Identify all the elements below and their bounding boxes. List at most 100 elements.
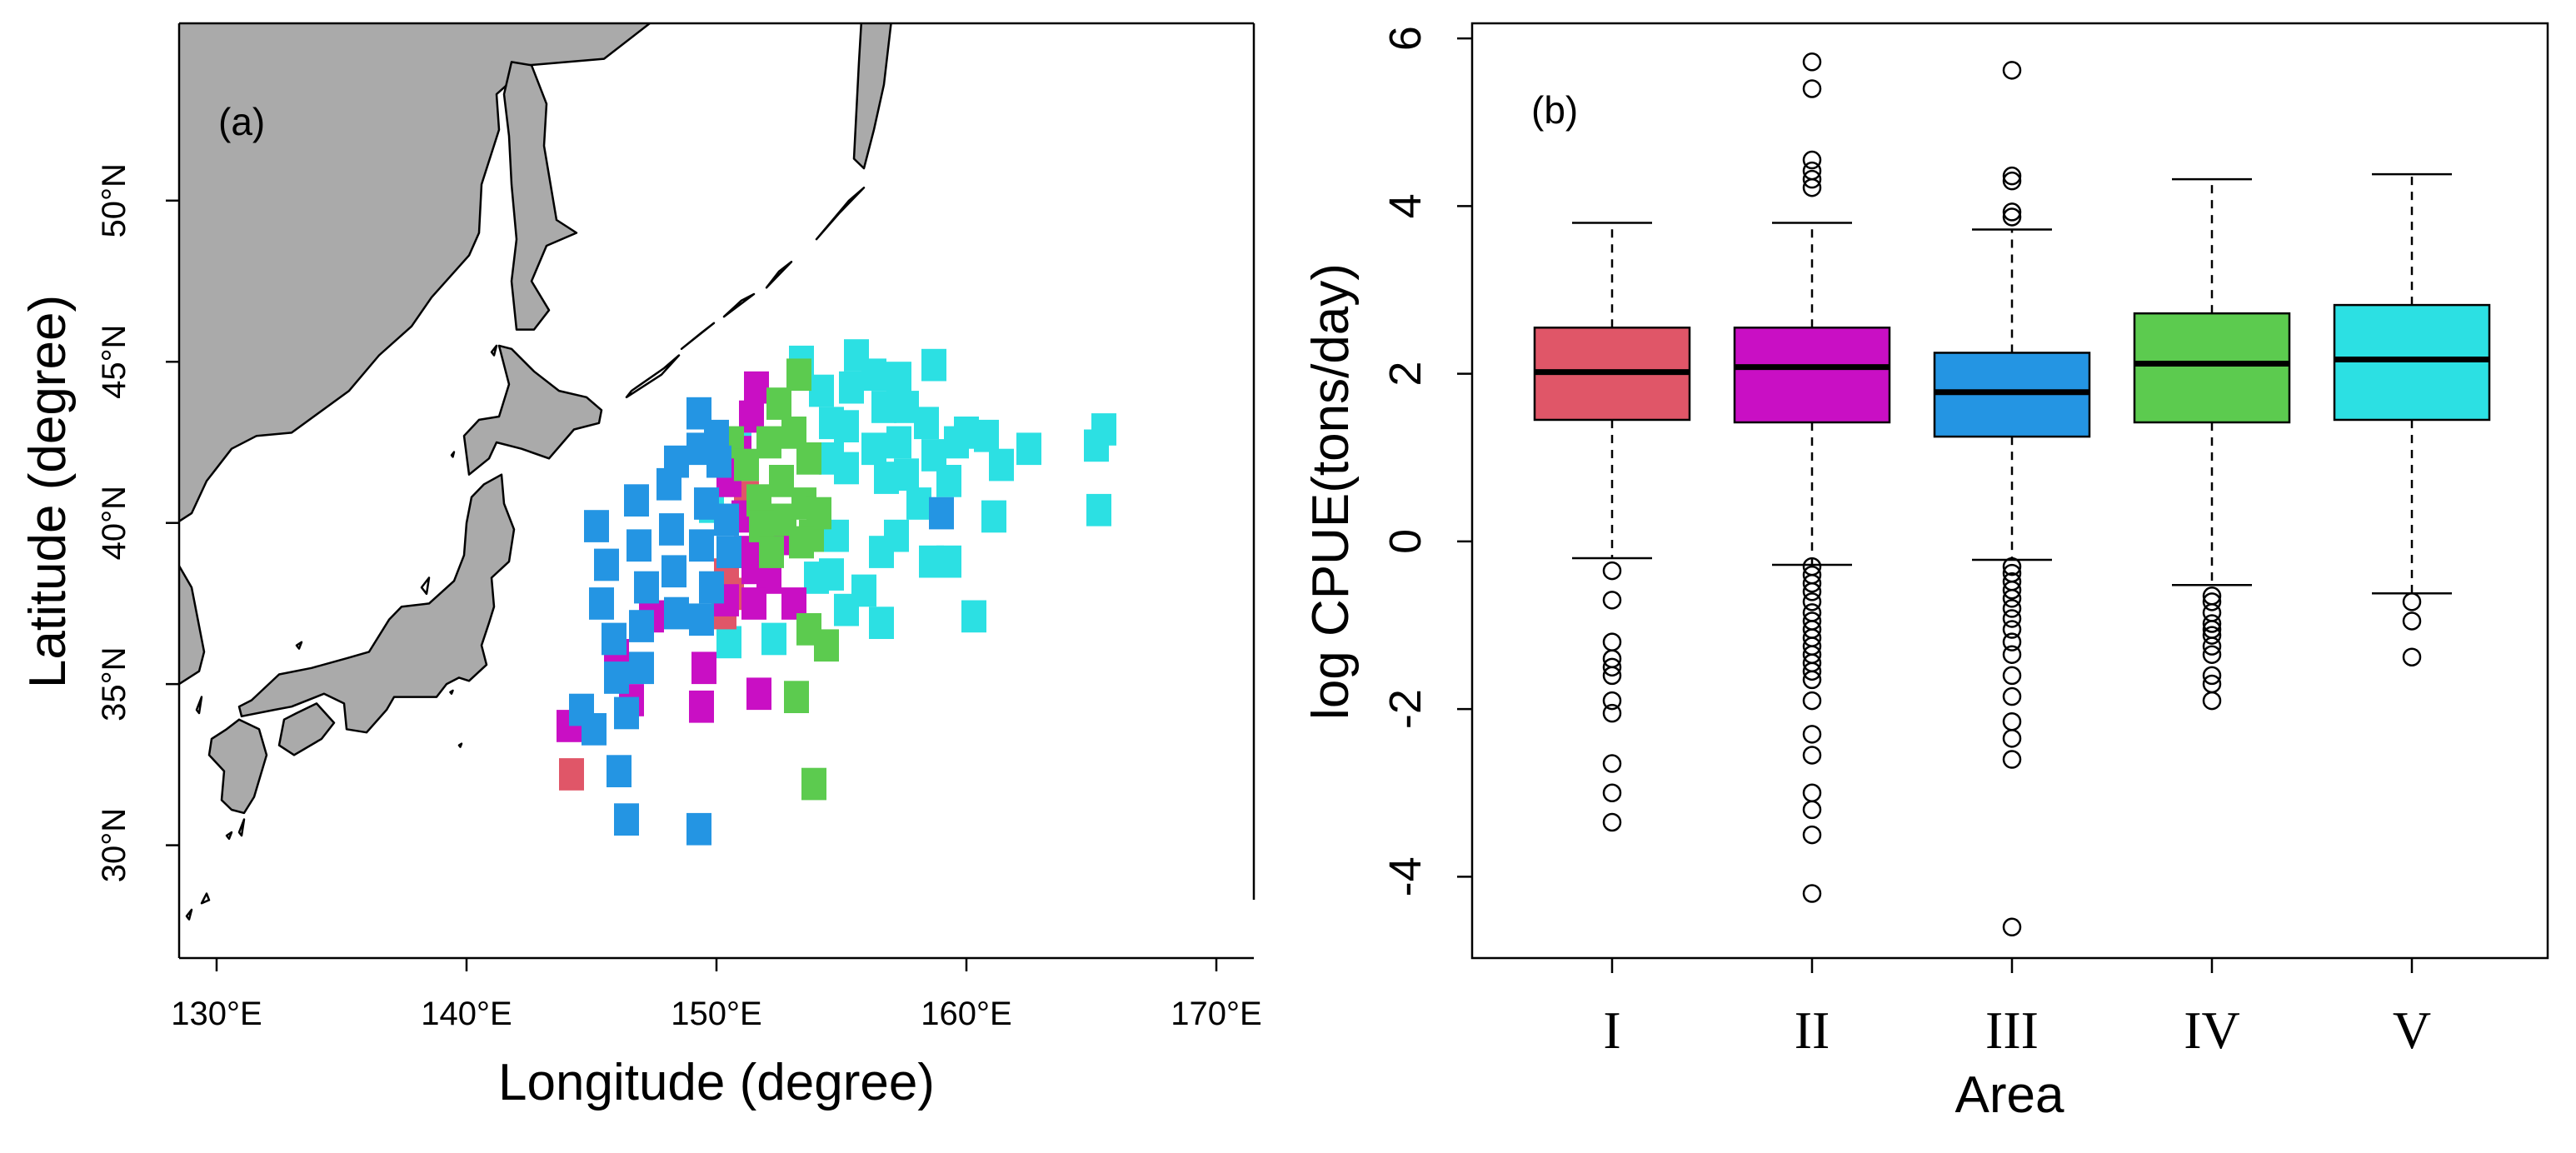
outlier-point (2202, 592, 2222, 611)
map-cell-area-V (906, 487, 931, 520)
outlier-point (1802, 783, 1822, 803)
map-cell-area-II (741, 587, 766, 620)
outlier-point (2002, 580, 2022, 600)
outlier-point (2002, 729, 2022, 748)
island-kuril-4 (765, 261, 793, 289)
map-cell-area-IV (759, 536, 784, 568)
outlier-point (2002, 609, 2022, 628)
box-area-II (1733, 52, 1891, 903)
map-y-tick-label: 30°N (96, 808, 132, 882)
outlier-point (2402, 592, 2422, 611)
map-cell-area-III (629, 651, 654, 685)
outlier-point (1802, 746, 1822, 765)
map-axes: 130°E 140°E 150°E 160°E 170°E 30°N 35°N 40°N 45°… (96, 22, 1262, 1032)
map-cell-area-III (607, 755, 632, 787)
map-cell-area-III (661, 555, 686, 588)
outlier-point (2002, 750, 2022, 769)
boxplot-y-tick-label: 2 (1380, 362, 1430, 387)
map-cell-area-III (602, 622, 627, 656)
map-y-tick-label: 40°N (96, 486, 132, 560)
map-cell-area-III (594, 548, 619, 581)
island-izu-2 (457, 742, 463, 748)
map-cell-area-V (869, 536, 894, 568)
boxplot-boxes (1533, 52, 2491, 937)
outlier-point (1602, 657, 1622, 677)
map-cell-area-V (936, 545, 961, 578)
map-cell-area-V (809, 374, 834, 407)
outlier-point (1802, 573, 1822, 593)
island-oki (295, 641, 303, 650)
map-cell-area-V (1086, 493, 1111, 527)
map-cell-area-V (921, 348, 946, 382)
outlier-point (1802, 169, 1822, 189)
map-cell-area-V (834, 410, 859, 442)
map-cell-area-II (744, 371, 769, 404)
outlier-point (1802, 79, 1822, 98)
map-y-axis-title: Latitude (degree) (19, 295, 77, 688)
box-area-IV (2133, 177, 2291, 711)
outlier-point (2002, 557, 2022, 576)
outlier-point (1802, 691, 1822, 711)
outlier-point (2002, 917, 2022, 937)
outlier-point (1602, 591, 1622, 610)
map-cell-area-III (627, 529, 651, 562)
land-kamchatka (852, 23, 892, 170)
map-cell-area-V (861, 432, 886, 466)
outlier-point (2202, 691, 2222, 711)
map-cell-area-V (1016, 432, 1041, 466)
map-cell-area-II (746, 677, 771, 711)
land-sakhalin (502, 61, 578, 331)
map-cell-area-III (699, 571, 724, 604)
map-cell-area-III (689, 603, 714, 636)
outlier-point (1802, 661, 1822, 681)
map-cell-area-V (869, 606, 894, 639)
island-sado (420, 576, 431, 596)
map-x-tick-label: 150°E (671, 996, 761, 1032)
island-rebun (490, 344, 498, 357)
land-kyushu (207, 718, 268, 815)
map-cell-area-III (624, 484, 649, 517)
map-cell-area-IV (756, 426, 781, 459)
map-cell-area-V (1084, 429, 1109, 462)
map-cell-area-III (714, 503, 739, 537)
box-area-III (1933, 61, 2091, 937)
outlier-point (1602, 666, 1622, 686)
map-x-tick-label: 130°E (171, 996, 262, 1032)
map-cell-area-III (634, 571, 659, 604)
map-cell-area-II (691, 651, 716, 685)
outlier-point (1602, 812, 1622, 832)
map-cell-area-V (804, 562, 829, 594)
outlier-point (1802, 884, 1822, 903)
boxplot-frame (1470, 22, 2549, 960)
outlier-point (2002, 686, 2022, 706)
outlier-point (2202, 614, 2222, 633)
boxplot-x-tick-label: V (2393, 1001, 2431, 1060)
map-x-tick-label: 170°E (1171, 996, 1261, 1032)
boxplot-x-tick-label: II (1795, 1001, 1830, 1060)
land-shikoku (277, 702, 336, 756)
outlier-point (1602, 561, 1622, 581)
map-panel-label: (a) (218, 100, 265, 143)
outlier-point (1802, 592, 1822, 611)
map-cell-area-V (834, 452, 859, 485)
outlier-point (2002, 171, 2022, 191)
box-area-I (1533, 222, 1691, 832)
land-asia-mainland (179, 23, 652, 523)
map-cell-area-IV (789, 526, 814, 559)
island-kuril-2 (680, 322, 716, 351)
outlier-point (2202, 666, 2222, 686)
island-kuril-3 (722, 292, 756, 318)
outlier-point (2002, 202, 2022, 222)
map-cell-area-V (716, 626, 741, 659)
outlier-point (2002, 61, 2022, 80)
outlier-point (1602, 754, 1622, 773)
outlier-point (2002, 166, 2022, 186)
map-cell-area-I (559, 758, 584, 791)
island-tsushima (195, 696, 203, 715)
map-cell-area-IV (786, 358, 811, 392)
land-honshu (237, 473, 516, 734)
outlier-point (2002, 207, 2022, 227)
outlier-point (1802, 670, 1822, 690)
boxplot-panel-label: (b) (1531, 88, 1578, 132)
